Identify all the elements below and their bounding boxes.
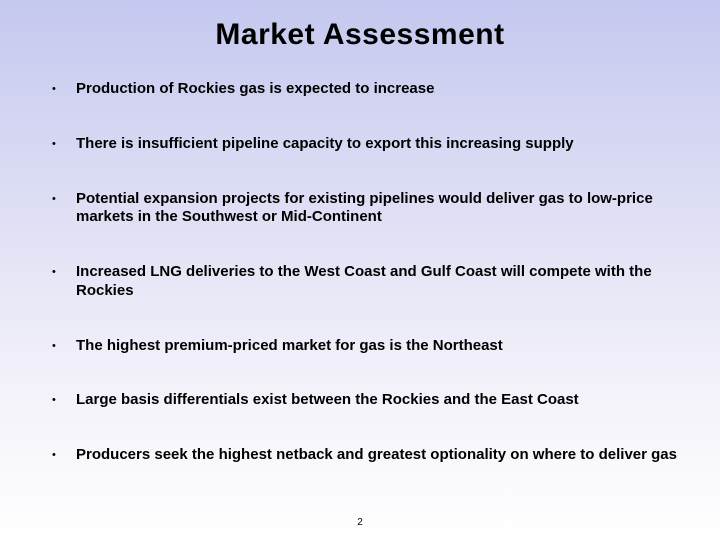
- bullet-text: Potential expansion projects for existin…: [76, 190, 680, 228]
- bullet-text: Production of Rockies gas is expected to…: [76, 80, 680, 99]
- bullet-text: The highest premium-priced market for ga…: [76, 337, 680, 356]
- bullet-icon: •: [50, 80, 76, 98]
- bullet-text: Large basis differentials exist between …: [76, 391, 680, 410]
- list-item: • Producers seek the highest netback and…: [50, 446, 680, 465]
- bullet-icon: •: [50, 135, 76, 153]
- bullet-icon: •: [50, 391, 76, 409]
- bullet-icon: •: [50, 446, 76, 464]
- bullet-list: • Production of Rockies gas is expected …: [40, 80, 680, 465]
- bullet-icon: •: [50, 263, 76, 281]
- list-item: • Large basis differentials exist betwee…: [50, 391, 680, 410]
- list-item: • Production of Rockies gas is expected …: [50, 80, 680, 99]
- bullet-text: There is insufficient pipeline capacity …: [76, 135, 680, 154]
- bullet-icon: •: [50, 337, 76, 355]
- slide-title: Market Assessment: [40, 18, 680, 52]
- slide: Market Assessment • Production of Rockie…: [0, 0, 720, 540]
- bullet-text: Producers seek the highest netback and g…: [76, 446, 680, 465]
- list-item: • Potential expansion projects for exist…: [50, 190, 680, 228]
- list-item: • Increased LNG deliveries to the West C…: [50, 263, 680, 301]
- bullet-text: Increased LNG deliveries to the West Coa…: [76, 263, 680, 301]
- list-item: • The highest premium-priced market for …: [50, 337, 680, 356]
- list-item: • There is insufficient pipeline capacit…: [50, 135, 680, 154]
- bullet-icon: •: [50, 190, 76, 208]
- page-number: 2: [0, 517, 720, 528]
